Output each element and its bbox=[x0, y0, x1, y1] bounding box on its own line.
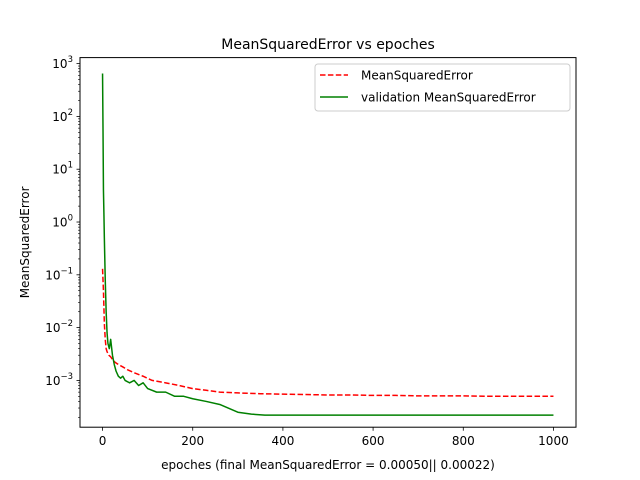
series-line-validation bbox=[101, 73, 554, 416]
y-tick-label: 100 bbox=[52, 214, 73, 230]
y-tick-label: 102 bbox=[52, 108, 73, 124]
x-tick-label: 800 bbox=[452, 434, 475, 448]
y-axis-label: MeanSquaredError bbox=[18, 186, 32, 298]
plot-lines bbox=[101, 73, 554, 416]
x-axis-label: epoches (final MeanSquaredError = 0.0005… bbox=[161, 458, 495, 472]
y-tick-label: 101 bbox=[52, 161, 73, 177]
chart-title: MeanSquaredError vs epoches bbox=[221, 37, 434, 53]
x-axis: 0 200 400 600 800 1000 bbox=[99, 427, 569, 448]
y-tick-label: 10−1 bbox=[45, 266, 73, 282]
x-tick-label: 600 bbox=[362, 434, 385, 448]
x-tick-label: 400 bbox=[271, 434, 294, 448]
x-tick-label: 0 bbox=[99, 434, 107, 448]
x-tick-label: 1000 bbox=[538, 434, 569, 448]
y-tick-label: 10−2 bbox=[45, 319, 73, 335]
legend-box bbox=[314, 63, 571, 112]
y-tick-label: 10−3 bbox=[45, 372, 73, 388]
legend-label-train: MeanSquaredError bbox=[361, 69, 473, 83]
legend-label-validation: validation MeanSquaredError bbox=[361, 91, 536, 105]
x-tick-label: 200 bbox=[181, 434, 204, 448]
legend: MeanSquaredError validation MeanSquaredE… bbox=[314, 63, 571, 112]
y-axis: 10−3 10−2 10−1 100 101 102 103 bbox=[45, 55, 80, 418]
y-tick-label: 103 bbox=[52, 55, 73, 71]
plot-frame bbox=[79, 57, 577, 428]
